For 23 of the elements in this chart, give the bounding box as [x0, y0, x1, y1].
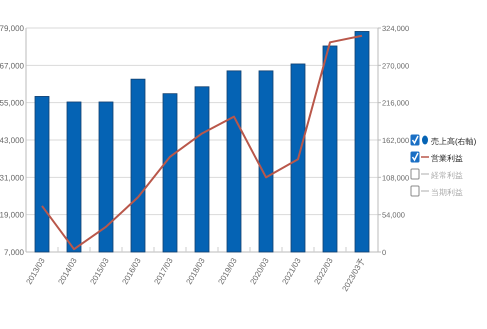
- y-tick-label: 19,000: [0, 210, 25, 220]
- legend-label: 経常利益: [430, 171, 463, 180]
- bar: [66, 102, 82, 252]
- legend-label: 営業利益: [431, 154, 463, 163]
- line-series: [41, 34, 363, 250]
- y-tick-label: 7,000: [4, 248, 25, 257]
- y-tick-label: 55,000: [0, 98, 25, 108]
- bar: [34, 96, 50, 252]
- bar: [258, 70, 274, 252]
- bar: [98, 102, 114, 252]
- y-tick-label: 79,000: [0, 24, 25, 33]
- y-tick-label: 67,000: [0, 61, 25, 70]
- y-tick-label: 43,000: [0, 136, 25, 145]
- legend-label: 当期利益: [431, 188, 463, 197]
- bar: [130, 78, 146, 252]
- bar: [322, 46, 338, 252]
- y-tick-label: 31,000: [0, 173, 25, 182]
- bar: [226, 70, 242, 252]
- legend-label: 売上高(右軸): [431, 137, 477, 146]
- bar: [194, 86, 210, 252]
- bar: [162, 93, 178, 252]
- bar: [290, 64, 306, 252]
- bar: [354, 31, 370, 252]
